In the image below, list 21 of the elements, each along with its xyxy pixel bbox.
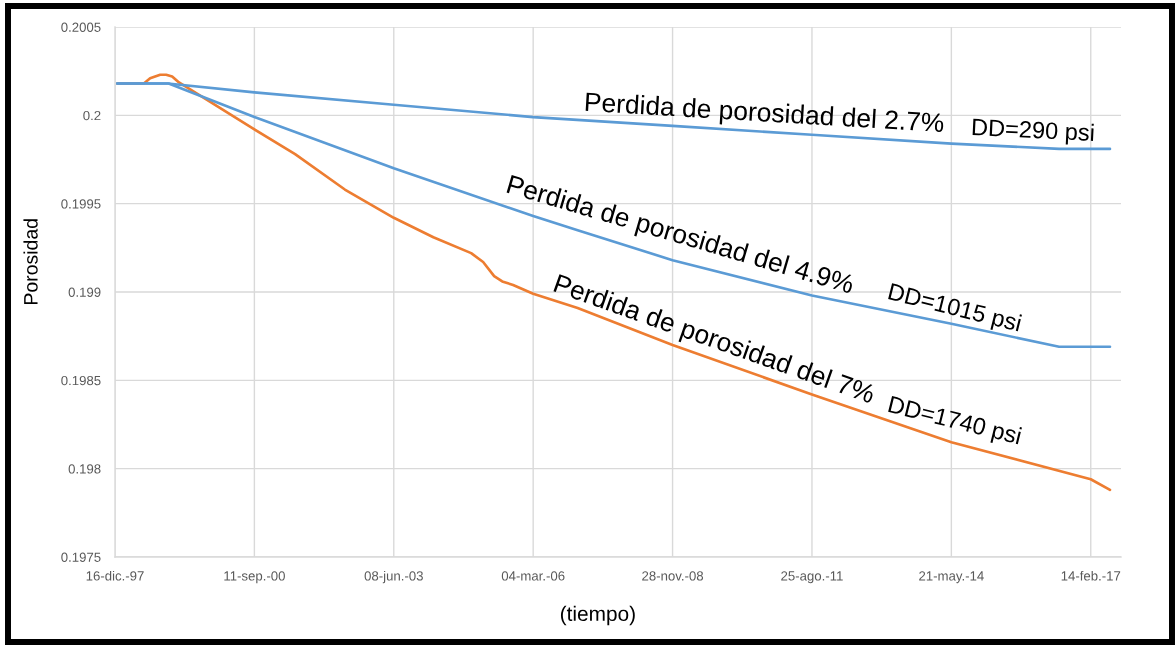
x-tick-label: 25-ago.-11 <box>781 571 843 584</box>
x-tick-label: 08-jun.-03 <box>364 570 423 584</box>
annotation: DD=1740 psi <box>886 395 1022 449</box>
y-tick-label: 0.198 <box>68 464 101 474</box>
x-tick-label: 21-may.-14 <box>919 571 984 584</box>
annotation: Perdida de porosidad del 2.7% <box>585 91 944 138</box>
y-tick-label: 0.1985 <box>61 375 101 386</box>
y-axis-title: Porosidad <box>23 219 38 304</box>
y-tick-label: 0.199 <box>68 287 101 297</box>
y-tick-label: 0.1975 <box>61 552 101 562</box>
x-tick-label: 11-sep.-00 <box>224 571 285 584</box>
y-tick-label: 0.2 <box>83 110 101 121</box>
annotation: DD=290 psi <box>972 117 1094 146</box>
x-tick-label: 04-mar.-06 <box>501 571 565 581</box>
x-axis-title: (tiempo) <box>560 605 635 626</box>
y-tick-label: 0.1995 <box>61 199 101 209</box>
x-tick-label: 28-nov.-08 <box>642 571 704 581</box>
x-tick-label: 14-feb.-17 <box>1061 570 1121 581</box>
y-tick-label: 0.2005 <box>61 22 101 32</box>
annotation: DD=1015 psi <box>886 282 1022 337</box>
x-tick-label: 16-dic.-97 <box>86 570 144 581</box>
